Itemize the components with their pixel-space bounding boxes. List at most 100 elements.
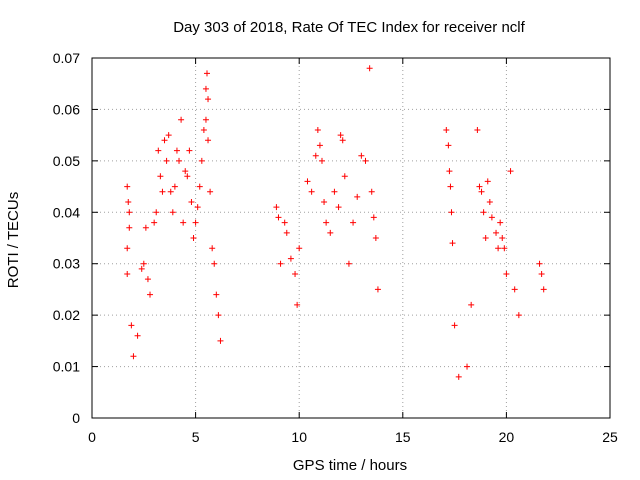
data-point [503, 271, 510, 277]
data-point [446, 168, 453, 175]
data-point [464, 363, 471, 370]
data-point [124, 183, 131, 190]
x-axis-label: GPS time / hours [293, 457, 407, 474]
data-point [184, 173, 191, 180]
data-point [362, 157, 369, 164]
data-point [337, 132, 344, 139]
data-point [358, 152, 365, 159]
y-tick-label: 0.06 [53, 101, 80, 117]
data-point [474, 127, 481, 133]
data-point [478, 188, 485, 195]
x-tick-label: 25 [602, 429, 618, 445]
data-point [171, 183, 178, 190]
data-point [287, 255, 294, 262]
data-point [482, 235, 489, 241]
data-point [144, 276, 151, 283]
x-tick-label: 15 [395, 429, 411, 445]
data-point [314, 127, 321, 133]
data-point [292, 271, 299, 277]
data-point [180, 219, 187, 226]
axis-ticks [91, 57, 611, 419]
y-tick-label: 0.01 [53, 359, 80, 375]
data-point [294, 301, 301, 308]
data-point [124, 271, 131, 277]
data-point [157, 173, 164, 180]
data-point [341, 173, 348, 180]
data-point [323, 219, 330, 226]
data-point [538, 271, 545, 277]
data-point [202, 85, 209, 92]
data-point [125, 199, 132, 205]
x-tick-label: 20 [499, 429, 515, 445]
data-point [273, 204, 280, 211]
data-point [192, 219, 199, 226]
y-tick-label: 0.07 [53, 50, 80, 66]
data-point [194, 204, 201, 211]
data-point [350, 219, 357, 226]
y-tick-label: 0.02 [53, 307, 80, 323]
data-point [277, 260, 284, 267]
data-point [321, 199, 328, 205]
data-point [209, 245, 216, 252]
data-point [368, 188, 375, 195]
data-point [372, 235, 379, 241]
data-point [138, 265, 145, 272]
y-axis-label: ROTI / TECUs [5, 192, 22, 288]
data-point [151, 219, 158, 226]
data-point [126, 224, 133, 231]
x-tick-label: 0 [88, 429, 96, 445]
data-point [207, 188, 214, 195]
data-point [186, 147, 193, 154]
data-point [275, 214, 282, 221]
data-point [374, 286, 381, 293]
data-point [449, 240, 456, 247]
data-point [173, 147, 180, 154]
data-point [445, 142, 452, 149]
data-point [202, 116, 209, 123]
data-point [155, 147, 162, 154]
plot-frame [91, 57, 611, 419]
data-point [484, 178, 491, 185]
x-tick-label: 5 [192, 429, 200, 445]
data-point [203, 70, 210, 77]
data-point [217, 337, 224, 344]
data-point [476, 183, 483, 190]
data-point [140, 260, 147, 267]
data-point [501, 245, 508, 252]
data-point [176, 157, 183, 164]
grid-lines [92, 58, 610, 418]
data-point [147, 291, 154, 298]
data-point [126, 209, 133, 216]
data-point [335, 204, 342, 211]
data-point [304, 178, 311, 185]
data-point [318, 157, 325, 164]
data-point [448, 209, 455, 216]
data-point [468, 301, 475, 308]
data-point [211, 260, 218, 267]
data-point [316, 142, 323, 149]
data-point [443, 127, 450, 133]
data-point [296, 245, 303, 252]
data-point [128, 322, 135, 329]
data-point [188, 199, 195, 205]
data-point [536, 260, 543, 267]
data-point [182, 168, 189, 175]
data-point [161, 137, 168, 144]
data-point [511, 286, 518, 293]
y-tick-labels: 0 0.01 0.02 0.03 0.04 0.05 0.06 0.07 [53, 50, 80, 426]
data-point [312, 152, 319, 159]
data-points [124, 65, 547, 380]
data-point [196, 183, 203, 190]
data-point [455, 373, 462, 380]
data-point [540, 286, 547, 293]
data-point [327, 229, 334, 236]
data-point [283, 229, 290, 236]
data-point [134, 332, 141, 339]
y-tick-label: 0 [72, 410, 80, 426]
y-tick-label: 0.05 [53, 153, 80, 169]
x-tick-labels: 0 5 10 15 20 25 [88, 429, 618, 445]
data-point [308, 188, 315, 195]
data-point [200, 127, 207, 133]
data-point [130, 353, 137, 360]
